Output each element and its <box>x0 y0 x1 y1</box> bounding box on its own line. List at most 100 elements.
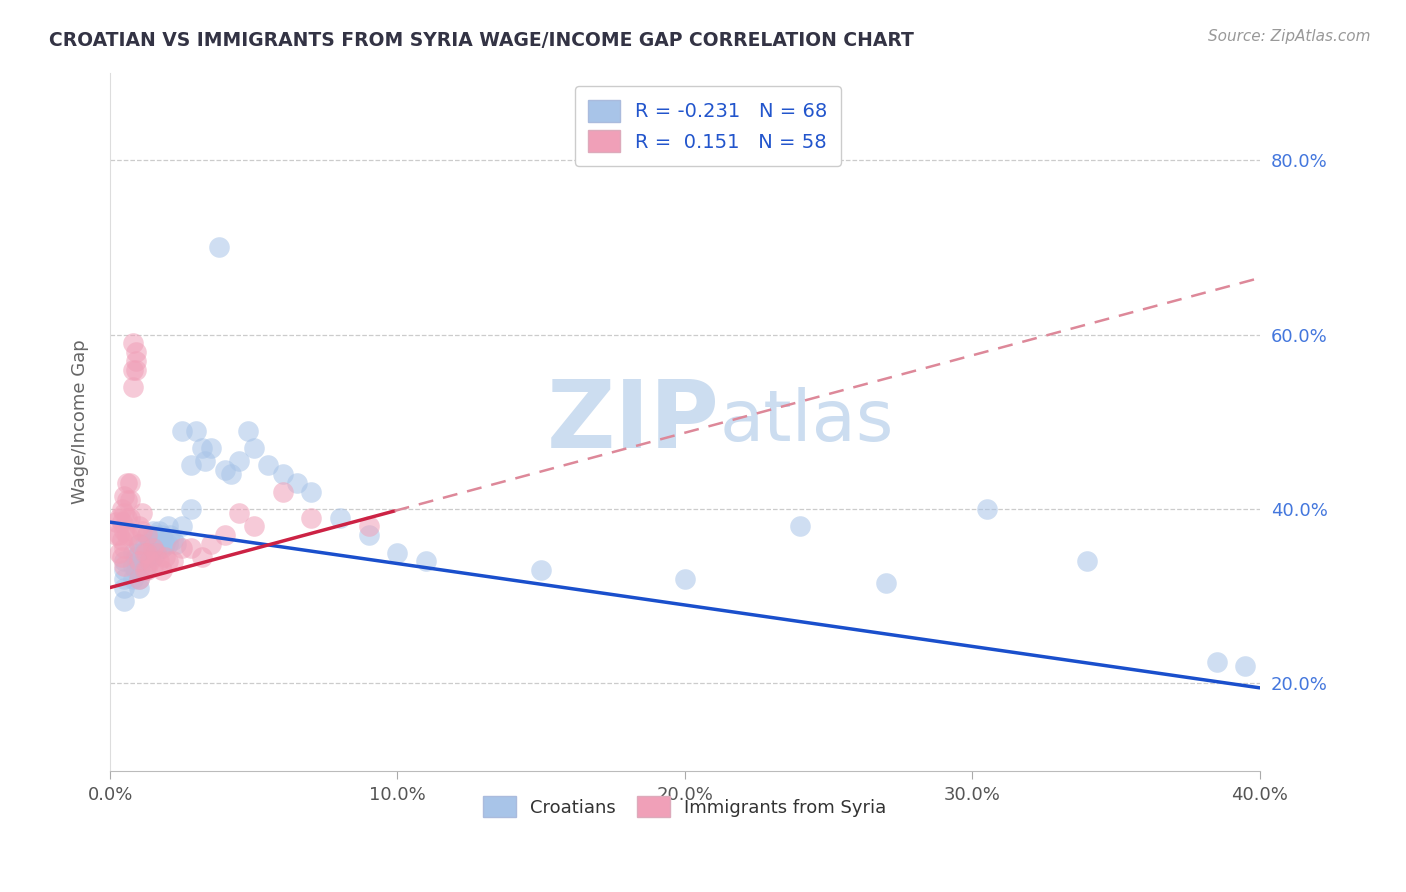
Point <box>125 345 148 359</box>
Point <box>191 441 214 455</box>
Point <box>186 424 208 438</box>
Point <box>387 546 409 560</box>
Point <box>214 528 236 542</box>
Y-axis label: Wage/Income Gap: Wage/Income Gap <box>72 340 89 504</box>
Point <box>357 528 380 542</box>
Point <box>257 458 280 473</box>
Point <box>107 510 129 524</box>
Point <box>120 475 142 490</box>
Point <box>180 502 202 516</box>
Point <box>285 475 308 490</box>
Point <box>122 546 145 560</box>
Point <box>122 558 145 573</box>
Point <box>122 572 145 586</box>
Point <box>142 524 165 538</box>
Point <box>128 546 150 560</box>
Point <box>114 572 136 586</box>
Point <box>153 537 176 551</box>
Point <box>153 549 176 564</box>
Point <box>156 519 179 533</box>
Point <box>136 541 159 556</box>
Point <box>200 441 222 455</box>
Point <box>415 554 437 568</box>
Point <box>150 563 173 577</box>
Point <box>162 533 184 547</box>
Point <box>120 510 142 524</box>
Point <box>170 541 193 556</box>
Text: atlas: atlas <box>720 387 894 457</box>
Point <box>128 572 150 586</box>
Point <box>271 484 294 499</box>
Point <box>142 558 165 573</box>
Point <box>228 507 250 521</box>
Point <box>214 463 236 477</box>
Point <box>299 484 322 499</box>
Point <box>357 519 380 533</box>
Point <box>104 515 127 529</box>
Point <box>128 519 150 533</box>
Text: ZIP: ZIP <box>547 376 720 467</box>
Point <box>128 537 150 551</box>
Point <box>134 537 156 551</box>
Point <box>136 528 159 542</box>
Point <box>128 554 150 568</box>
Point <box>134 549 156 564</box>
Point <box>134 563 156 577</box>
Point <box>530 563 553 577</box>
Point <box>110 502 132 516</box>
Point <box>134 563 156 577</box>
Point <box>125 563 148 577</box>
Point <box>162 554 184 568</box>
Point <box>139 537 162 551</box>
Text: Source: ZipAtlas.com: Source: ZipAtlas.com <box>1208 29 1371 45</box>
Point <box>142 541 165 556</box>
Point <box>200 537 222 551</box>
Point <box>131 524 153 538</box>
Point <box>122 336 145 351</box>
Point <box>329 510 352 524</box>
Point <box>128 537 150 551</box>
Point <box>114 581 136 595</box>
Point <box>110 533 132 547</box>
Point <box>875 576 897 591</box>
Point <box>142 549 165 564</box>
Point <box>145 546 167 560</box>
Point <box>170 519 193 533</box>
Point <box>114 558 136 573</box>
Point <box>159 528 181 542</box>
Point <box>170 424 193 438</box>
Point <box>125 353 148 368</box>
Point <box>219 467 242 482</box>
Point <box>128 554 150 568</box>
Point <box>128 572 150 586</box>
Point <box>114 507 136 521</box>
Point <box>208 240 231 254</box>
Point <box>271 467 294 482</box>
Point <box>107 546 129 560</box>
Point <box>165 537 187 551</box>
Point <box>180 541 202 556</box>
Point <box>128 563 150 577</box>
Point <box>125 549 148 564</box>
Point <box>120 493 142 508</box>
Point <box>145 528 167 542</box>
Point <box>150 528 173 542</box>
Point <box>1205 655 1227 669</box>
Point <box>122 380 145 394</box>
Point <box>236 424 259 438</box>
Point <box>1076 554 1098 568</box>
Point <box>1234 659 1257 673</box>
Point <box>104 528 127 542</box>
Point <box>114 563 136 577</box>
Point <box>114 524 136 538</box>
Point <box>125 362 148 376</box>
Point <box>150 541 173 556</box>
Point <box>117 493 139 508</box>
Point <box>136 528 159 542</box>
Point <box>976 502 998 516</box>
Point <box>142 537 165 551</box>
Point <box>107 528 129 542</box>
Point <box>134 546 156 560</box>
Legend: Croatians, Immigrants from Syria: Croatians, Immigrants from Syria <box>475 789 894 824</box>
Point <box>242 519 264 533</box>
